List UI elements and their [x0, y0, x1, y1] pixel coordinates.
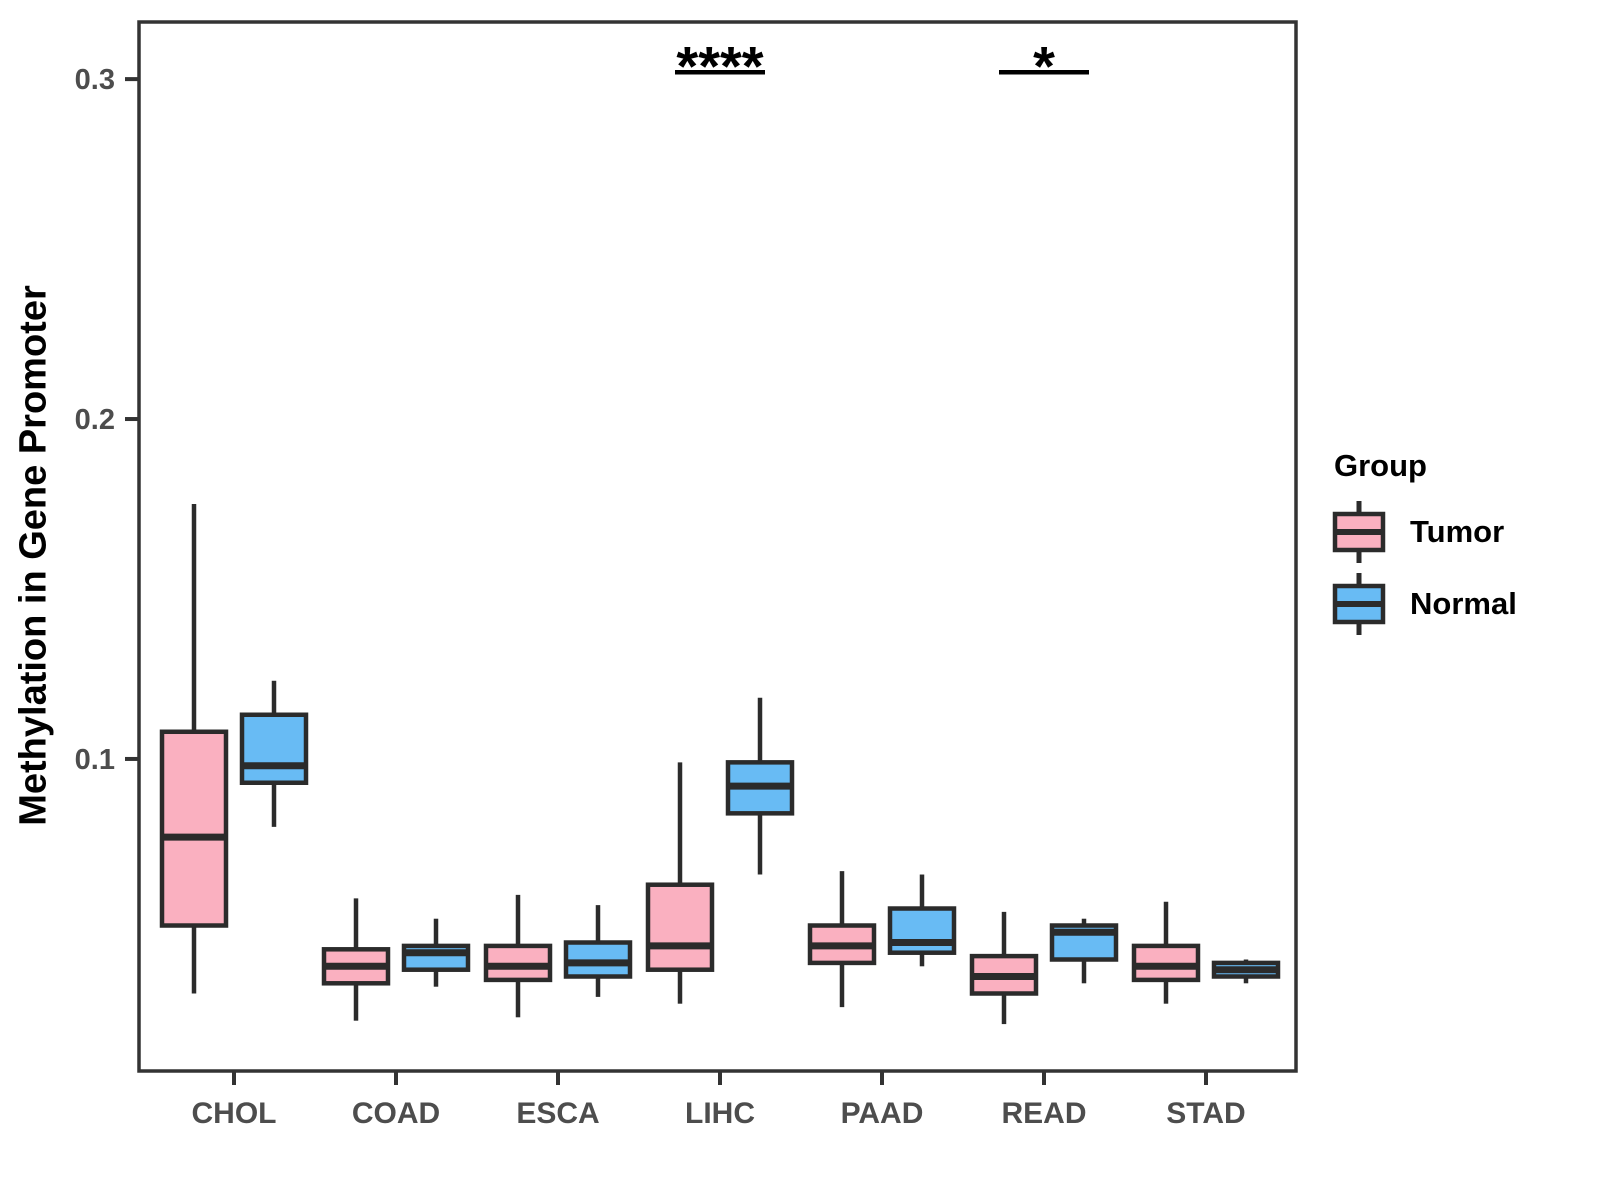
box-PAAD-Normal: [887, 906, 957, 955]
plot-panel-border: [137, 20, 1298, 1073]
x-tick-label: PAAD: [841, 1097, 924, 1130]
x-tick-label: LIHC: [685, 1097, 755, 1130]
legend-item-normal: Normal: [1332, 572, 1600, 636]
normal-boxplot-icon: [1332, 573, 1386, 635]
legend-title: Group: [1334, 448, 1427, 483]
y-axis-title: Methylation in Gene Promoter: [12, 285, 55, 826]
y-tick-label: 0.3: [75, 64, 115, 96]
legend: Group Tumor Normal: [1332, 448, 1600, 644]
legend-label-tumor: Tumor: [1410, 514, 1505, 549]
x-tick-label: CHOL: [192, 1097, 277, 1130]
x-tick-label: READ: [1001, 1097, 1086, 1130]
box-LIHC-Tumor: [645, 882, 715, 972]
x-tick-label: STAD: [1166, 1097, 1245, 1130]
legend-label-normal: Normal: [1410, 586, 1517, 621]
box-CHOL-Tumor: [159, 729, 229, 928]
significance-label-LIHC: ****: [676, 34, 763, 97]
y-tick-label: 0.1: [75, 744, 115, 776]
significance-label-READ: *: [1033, 34, 1055, 97]
box-CHOL-Normal: [239, 712, 309, 785]
tumor-boxplot-icon: [1332, 501, 1386, 563]
x-tick-label: COAD: [352, 1097, 440, 1130]
x-tick-label: ESCA: [516, 1097, 599, 1130]
y-tick-label: 0.2: [75, 404, 115, 436]
legend-item-tumor: Tumor: [1332, 500, 1600, 564]
